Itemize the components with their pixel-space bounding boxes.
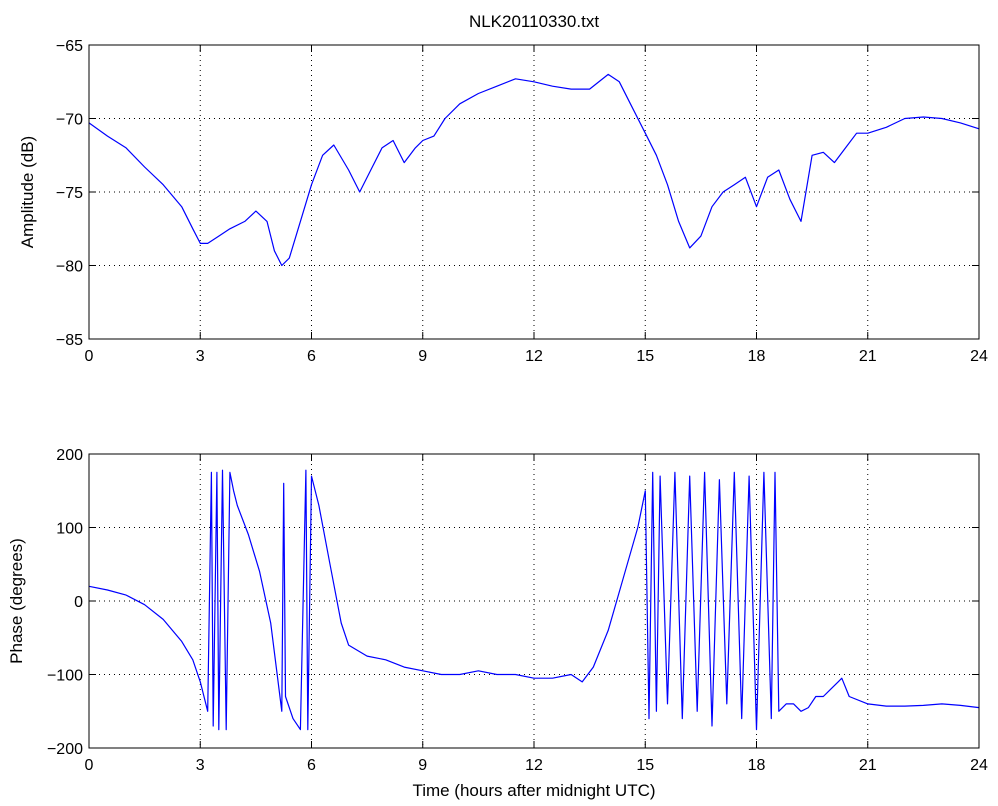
- y-tick-label: 0: [74, 594, 83, 611]
- y-tick-label: −75: [56, 185, 83, 202]
- phase-y-axis-label: Phase (degrees): [7, 538, 26, 664]
- y-tick-label: −65: [56, 38, 83, 55]
- x-tick-label: 3: [196, 348, 205, 365]
- y-tick-label: −100: [47, 668, 83, 685]
- x-tick-label: 12: [525, 757, 543, 774]
- y-tick-label: 200: [56, 447, 83, 464]
- x-tick-label: 15: [636, 757, 654, 774]
- x-tick-label: 18: [748, 757, 766, 774]
- phase-series: [88, 469, 980, 731]
- x-tick-label: 18: [748, 348, 766, 365]
- y-tick-label: −200: [47, 741, 83, 758]
- x-tick-label: 0: [85, 757, 94, 774]
- x-tick-label: 6: [307, 348, 316, 365]
- data-line: [88, 73, 980, 267]
- x-tick-label: 21: [859, 348, 877, 365]
- time-x-axis-label: Time (hours after midnight UTC): [412, 781, 655, 800]
- x-tick-label: 12: [525, 348, 543, 365]
- amplitude-series: [88, 73, 980, 267]
- x-tick-label: 6: [307, 757, 316, 774]
- x-tick-label: 0: [85, 348, 94, 365]
- amplitude-panel: NLK20110330.txt 0 3 6 9 12 15 18 21 24 −85 −80 −75 −…: [18, 12, 988, 365]
- x-tick-label: 9: [418, 348, 427, 365]
- y-tick-label: 100: [56, 521, 83, 538]
- chart-title: NLK20110330.txt: [469, 12, 599, 31]
- phase-ticks: 0 3 6 9 12 15 18 21 24 −200 −100 0 100 200: [47, 447, 988, 774]
- x-tick-label: 9: [418, 757, 427, 774]
- amplitude-ticks: 0 3 6 9 12 15 18 21 24 −85 −80 −75 −70 −65: [56, 38, 988, 365]
- x-tick-label: 15: [636, 348, 654, 365]
- x-tick-label: 3: [196, 757, 205, 774]
- y-tick-label: −80: [56, 259, 83, 276]
- phase-panel: 0 3 6 9 12 15 18 21 24 −200 −100 0 100 200 Phase (deg…: [7, 447, 988, 800]
- x-tick-label: 21: [859, 757, 877, 774]
- amplitude-y-axis-label: Amplitude (dB): [18, 136, 37, 248]
- x-tick-label: 24: [970, 757, 988, 774]
- phase-grid: [89, 454, 979, 748]
- x-tick-label: 24: [970, 348, 988, 365]
- y-tick-label: −70: [56, 112, 83, 129]
- y-tick-label: −85: [56, 332, 83, 349]
- amplitude-grid: [89, 45, 979, 339]
- data-line: [88, 469, 980, 731]
